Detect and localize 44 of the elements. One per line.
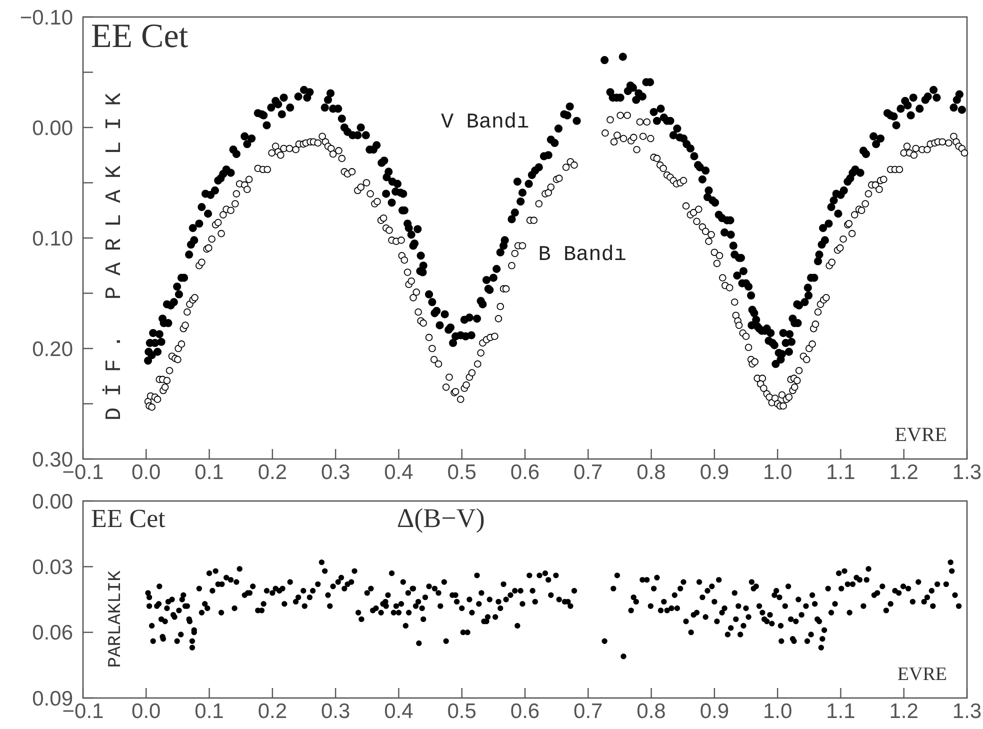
x-tick-label: 0.4 [384, 700, 414, 723]
x-tick-label: 1.1 [826, 461, 856, 484]
x-axis-title: EVRE [897, 664, 947, 685]
series-label: V Bandı [441, 112, 530, 134]
x-tick-label: 0.5 [447, 700, 476, 723]
x-tick-label: 0.6 [510, 700, 540, 723]
chart-title: Δ(B−V) [396, 503, 485, 533]
x-tick-label: 0.3 [320, 461, 350, 484]
x-tick-label: 0.8 [636, 461, 666, 484]
y-tick-label: −0.10 [20, 6, 73, 30]
y-tick-label: 0.10 [32, 227, 73, 250]
y-tick-label: 0.00 [32, 116, 73, 140]
annotation: EE Cet [91, 504, 166, 533]
x-tick-label: 0.8 [636, 700, 666, 723]
x-tick-label: 1.2 [889, 700, 918, 723]
x-axis-title: EVRE [894, 424, 947, 446]
y-tick-label: 0.20 [32, 338, 73, 361]
x-tick-label: 1.0 [762, 461, 792, 484]
annotation: EE Cet [91, 18, 189, 55]
x-tick-label: 0.6 [510, 461, 540, 484]
x-tick-label: 0.1 [194, 700, 224, 723]
y-axis-title: DİF. PARLAKLIK [102, 82, 127, 421]
x-tick-label: 0.0 [132, 461, 161, 484]
x-tick-label: 1.3 [952, 700, 982, 723]
y-tick-label: 0.06 [32, 622, 73, 645]
y-tick-label: 0.03 [32, 556, 73, 580]
x-tick-label: 0.5 [447, 461, 476, 484]
x-tick-label: 0.2 [258, 461, 288, 484]
x-tick-label: 1.2 [889, 461, 918, 484]
x-tick-label: 1.1 [826, 700, 856, 723]
y-tick-label: 0.00 [32, 490, 73, 514]
x-tick-label: 1.0 [762, 700, 792, 723]
y-axis-title: PARLAKLIK [106, 570, 126, 668]
x-tick-label: 0.1 [194, 461, 224, 484]
x-tick-label: 0.9 [700, 461, 730, 484]
x-tick-label: 0.9 [700, 700, 730, 723]
x-tick-label: 1.3 [952, 461, 982, 484]
x-tick-label: 0.4 [384, 461, 414, 484]
x-tick-label: 0.0 [132, 700, 161, 723]
x-tick-label: 0.2 [258, 700, 288, 723]
x-tick-label: 0.7 [574, 700, 603, 723]
series-label: B Bandı [538, 244, 626, 268]
x-tick-label: 0.3 [320, 700, 350, 723]
x-tick-label: 0.7 [574, 461, 603, 484]
